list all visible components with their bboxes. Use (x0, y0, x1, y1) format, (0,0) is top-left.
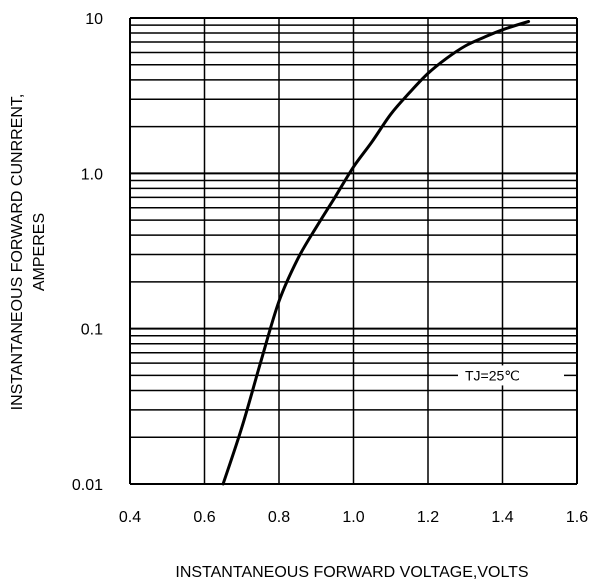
grid (129, 17, 578, 485)
tick-labels: 0.4 0.6 0.8 1.0 1.2 1.4 1.6 0.01 0.1 1.0 10 (72, 11, 588, 526)
y-tick-label: 0.01 (72, 477, 103, 494)
x-tick-label: 0.4 (119, 509, 141, 526)
y-axis-title-line-2: AMPERES (31, 213, 48, 291)
x-axis-title: INSTANTANEOUS FORWARD VOLTAGE,VOLTS (175, 564, 528, 581)
y-tick-label: 10 (85, 11, 103, 28)
annotation-label: TJ=25℃ (465, 367, 520, 383)
y-tick-label: 1.0 (81, 166, 103, 183)
x-tick-label: 1.4 (491, 509, 513, 526)
x-tick-label: 0.8 (268, 509, 290, 526)
annotation-background (458, 365, 564, 386)
series-line (221, 20, 531, 486)
x-tick-label: 0.6 (193, 509, 215, 526)
annotation-group: TJ=25℃ (458, 365, 564, 386)
y-axis-title-line-1: INSTANTANEOUS FORWARD CUNRRENT, (9, 94, 26, 411)
x-tick-label: 1.0 (342, 509, 364, 526)
x-tick-label: 1.6 (566, 509, 588, 526)
y-tick-label: 0.1 (81, 322, 103, 339)
x-tick-label: 1.2 (417, 509, 439, 526)
